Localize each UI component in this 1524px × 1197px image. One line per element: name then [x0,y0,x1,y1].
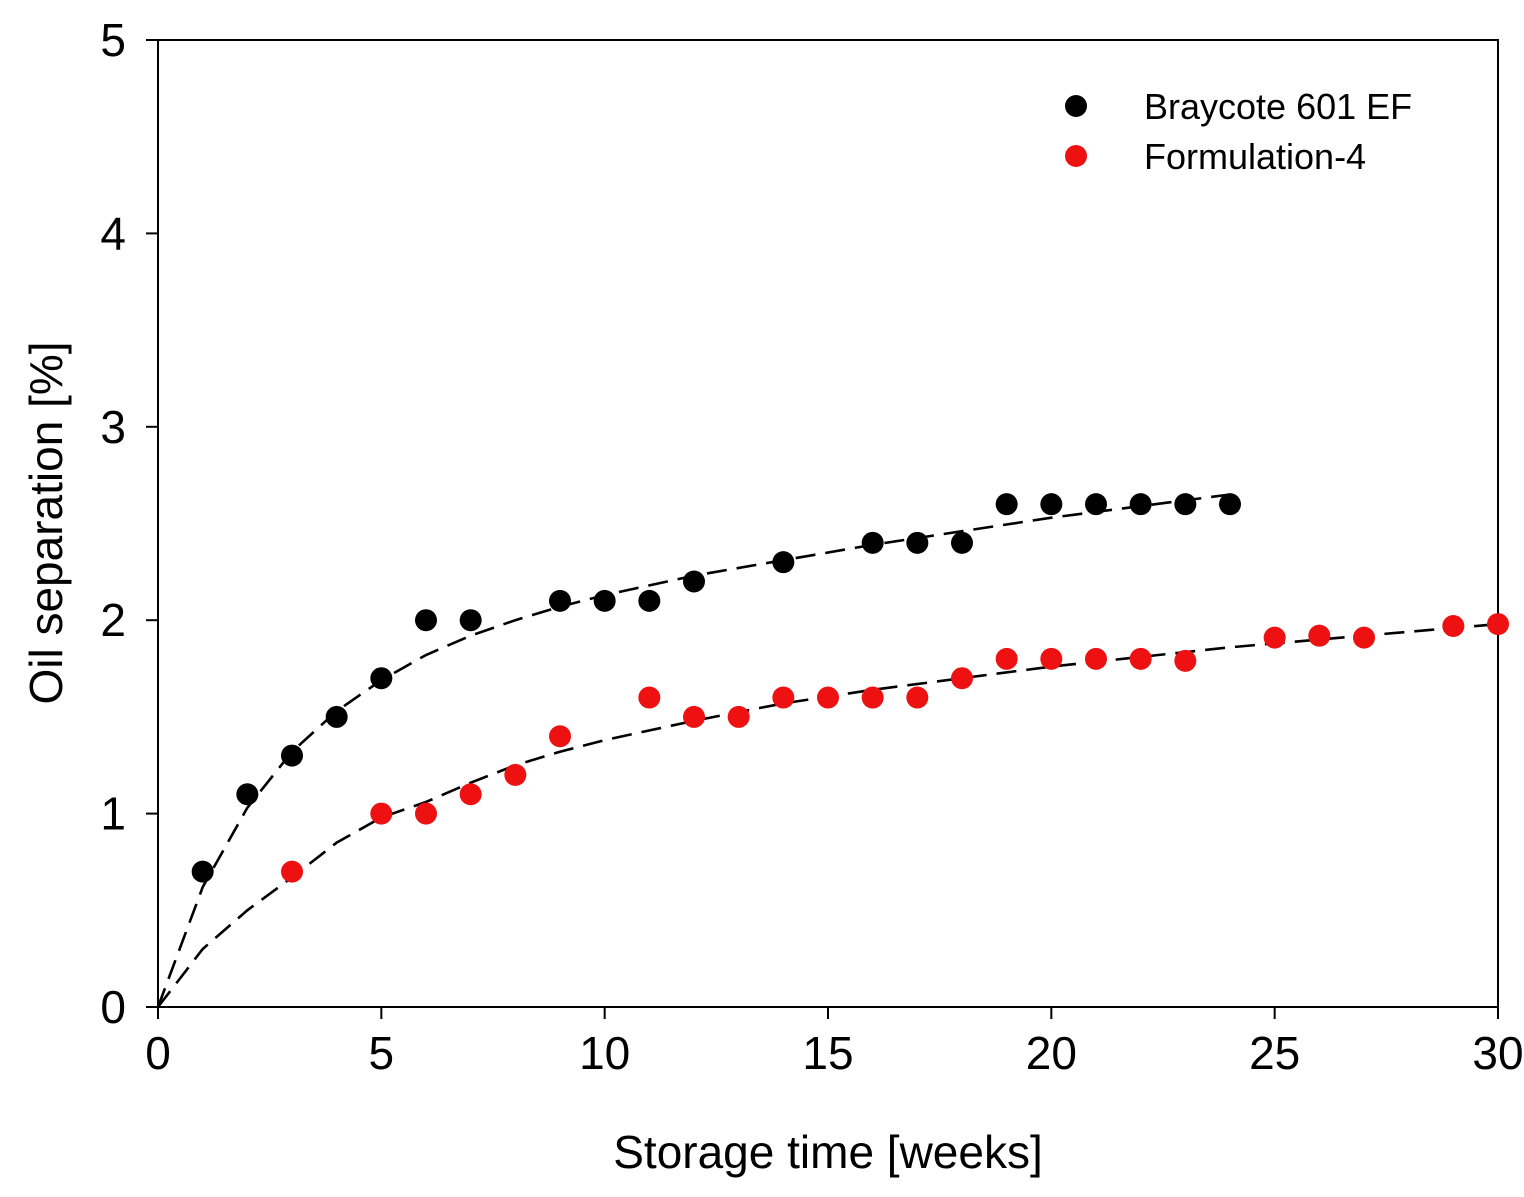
data-point-series-0 [236,783,259,806]
data-point-series-1 [549,725,571,748]
data-point-series-1 [504,763,527,786]
data-point-series-0 [1129,493,1152,516]
data-point-series-1 [995,647,1018,670]
data-points [191,493,1509,883]
y-axis-title: Oil separation [%] [20,341,72,704]
y-axis-ticks: 0 1 2 3 4 5 [100,14,158,1033]
data-point-series-0 [638,589,661,612]
data-point-series-1 [1129,647,1152,670]
data-point-series-0 [415,609,437,632]
x-tick-label: 20 [1026,1027,1077,1079]
x-tick-label: 25 [1249,1027,1300,1079]
plot-frame [157,39,1499,1008]
data-point-series-1 [1263,626,1286,649]
data-point-series-1 [727,705,750,728]
data-point-series-0 [906,531,929,554]
legend-marker [1065,145,1087,167]
data-point-series-0 [593,589,616,612]
data-point-series-1 [1308,624,1331,647]
data-point-series-1 [1174,649,1197,672]
y-tick-label: 2 [100,594,126,646]
data-point-series-0 [683,570,705,593]
data-point-series-0 [549,589,571,612]
data-point-series-1 [1353,626,1375,649]
data-point-series-1 [951,667,973,690]
data-point-series-1 [1085,647,1107,670]
data-point-series-1 [772,686,795,709]
legend: Braycote 601 EF Formulation-4 [1065,86,1412,177]
data-point-series-0 [370,667,393,690]
data-point-series-0 [772,551,795,574]
y-tick-label: 0 [100,981,126,1033]
data-point-series-1 [638,686,661,709]
data-point-series-0 [1174,493,1197,516]
data-point-series-0 [951,531,973,554]
data-point-series-1 [1040,647,1063,670]
fit-curve-series-1 [156,622,1499,1008]
x-tick-label: 15 [802,1027,853,1079]
legend-label: Formulation-4 [1144,136,1366,177]
x-tick-label: 5 [369,1027,395,1079]
y-tick-label: 4 [100,207,126,259]
data-point-series-0 [191,860,214,883]
legend-marker [1065,95,1087,117]
data-point-series-1 [415,802,437,825]
x-tick-label: 0 [145,1027,171,1079]
x-axis-title: Storage time [weeks] [613,1126,1043,1178]
data-point-series-0 [995,493,1018,516]
data-point-series-0 [861,531,884,554]
data-point-series-0 [325,705,348,728]
data-point-series-0 [1085,493,1107,516]
data-point-series-1 [817,686,839,709]
data-point-series-1 [281,860,303,883]
data-point-series-0 [281,744,303,767]
data-point-series-0 [1040,493,1063,516]
fit-curves [156,493,1499,1008]
x-tick-label: 10 [579,1027,630,1079]
data-point-series-1 [459,783,482,806]
data-point-series-0 [1219,493,1241,516]
data-point-series-1 [683,705,705,728]
data-point-series-1 [1442,615,1465,638]
data-point-series-1 [861,686,884,709]
data-point-series-0 [459,609,482,632]
y-tick-label: 1 [100,788,126,840]
data-point-series-1 [370,802,393,825]
x-tick-label: 30 [1472,1027,1523,1079]
x-axis-ticks: 0 5 10 15 20 25 30 [145,1007,1524,1079]
data-point-series-1 [906,686,929,709]
data-point-series-1 [1487,613,1509,636]
legend-label: Braycote 601 EF [1144,86,1412,127]
y-tick-label: 3 [100,401,126,453]
y-tick-label: 5 [100,14,126,66]
